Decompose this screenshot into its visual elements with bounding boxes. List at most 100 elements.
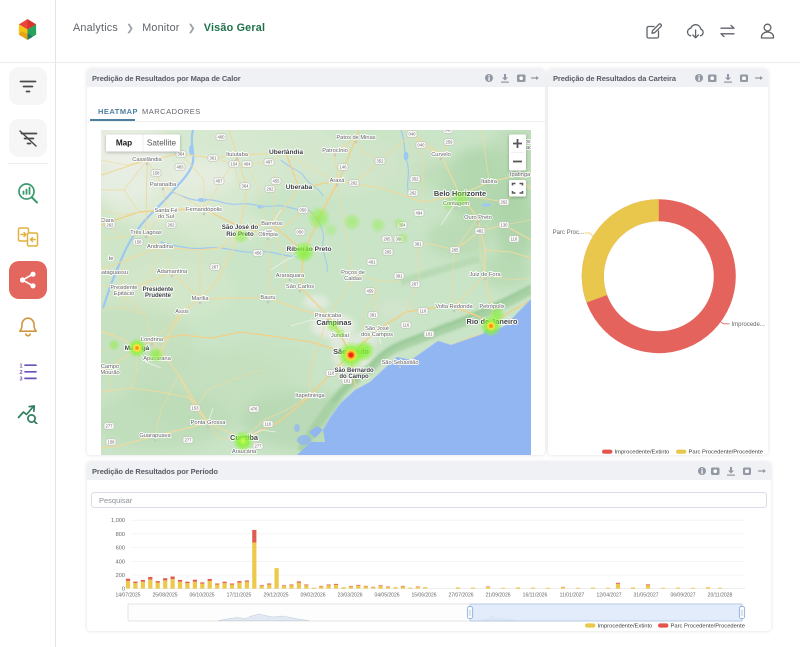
svg-text:29/12/2025: 29/12/2025 [263, 593, 288, 599]
svg-text:Improcedente/Extinto: Improcedente/Extinto [598, 624, 653, 630]
svg-text:262: 262 [501, 200, 509, 205]
svg-text:Patrocínio: Patrocínio [322, 148, 348, 154]
svg-text:381: 381 [415, 242, 423, 247]
svg-text:Paranaíba: Paranaíba [150, 182, 177, 188]
svg-text:Bataguassu: Bataguassu [101, 270, 128, 276]
svg-text:381: 381 [396, 274, 404, 279]
svg-text:Uberlândia: Uberlândia [269, 149, 303, 156]
svg-text:São José: São José [365, 326, 389, 332]
svg-text:Piracicaba: Piracicaba [315, 313, 342, 319]
svg-text:dos Campos: dos Campos [361, 332, 393, 338]
svg-text:Campo: Campo [101, 364, 119, 370]
svg-text:Ipatinga: Ipatinga [510, 172, 531, 178]
svg-text:31/05/2027: 31/05/2027 [633, 593, 658, 599]
svg-text:3: 3 [20, 377, 23, 382]
svg-text:06/09/2027: 06/09/2027 [670, 593, 695, 599]
svg-text:Andradina: Andradina [147, 244, 174, 250]
svg-text:20/11/2028: 20/11/2028 [708, 593, 733, 599]
svg-text:Parc Procedente/Procedente: Parc Procedente/Procedente [689, 450, 763, 455]
svg-text:267: 267 [212, 265, 220, 270]
svg-text:400: 400 [116, 559, 125, 565]
svg-text:116: 116 [420, 309, 427, 314]
svg-text:497: 497 [266, 160, 274, 165]
svg-text:262: 262 [410, 191, 418, 196]
svg-text:Mourão: Mourão [101, 370, 120, 376]
svg-text:te: te [109, 256, 114, 262]
svg-text:12/04/2027: 12/04/2027 [596, 593, 621, 599]
svg-text:0: 0 [122, 587, 125, 593]
svg-text:600: 600 [116, 546, 125, 552]
svg-text:116: 116 [265, 422, 272, 427]
svg-text:Juiz de Fora: Juiz de Fora [469, 272, 501, 278]
svg-text:Barretos: Barretos [261, 221, 283, 227]
svg-text:Araucária: Araucária [232, 449, 257, 455]
svg-text:Santa Fé: Santa Fé [154, 208, 177, 214]
svg-text:Adamantina: Adamantina [157, 269, 188, 275]
svg-text:262: 262 [267, 187, 275, 192]
svg-text:Marília: Marília [191, 296, 209, 302]
svg-text:Fernandópolis: Fernandópolis [186, 207, 222, 213]
svg-text:265: 265 [452, 248, 460, 253]
svg-text:Itabira: Itabira [481, 179, 498, 185]
svg-text:Poços de: Poços de [341, 270, 365, 276]
svg-text:04/05/2026: 04/05/2026 [374, 593, 399, 599]
svg-text:2: 2 [20, 370, 23, 376]
svg-text:277: 277 [185, 438, 193, 443]
svg-text:1,000: 1,000 [111, 518, 125, 524]
svg-text:200: 200 [116, 573, 125, 579]
svg-text:482: 482 [477, 229, 485, 234]
svg-text:21/09/2026: 21/09/2026 [485, 593, 510, 599]
svg-text:Ituiutaba: Ituiutaba [226, 152, 249, 158]
svg-text:14/07/2025: 14/07/2025 [115, 593, 140, 599]
svg-text:262: 262 [107, 223, 115, 228]
svg-text:352: 352 [412, 177, 420, 182]
svg-text:Três Lagoas: Três Lagoas [130, 230, 162, 236]
svg-text:1: 1 [20, 363, 23, 369]
svg-text:Presidente: Presidente [110, 285, 137, 291]
svg-text:158: 158 [135, 240, 143, 245]
svg-text:Bauru: Bauru [260, 295, 275, 301]
svg-text:Ouro Preto: Ouro Preto [464, 215, 492, 221]
svg-text:Prudente: Prudente [145, 293, 172, 299]
svg-text:101: 101 [426, 332, 434, 337]
svg-text:050: 050 [297, 230, 305, 235]
svg-text:146: 146 [340, 165, 348, 170]
svg-text:Cassilândia: Cassilândia [132, 157, 162, 163]
svg-text:11/01/2027: 11/01/2027 [560, 593, 585, 599]
svg-text:Londrina: Londrina [141, 337, 164, 343]
svg-text:267: 267 [412, 282, 420, 287]
svg-text:460: 460 [218, 135, 226, 140]
svg-text:Improcede...: Improcede... [732, 322, 766, 328]
svg-text:Assis: Assis [175, 309, 189, 315]
svg-text:São Carlos: São Carlos [286, 284, 314, 290]
svg-text:040: 040 [445, 130, 453, 133]
svg-text:Epitácio: Epitácio [114, 291, 134, 297]
svg-text:494: 494 [416, 211, 424, 216]
svg-text:Presidente: Presidente [143, 287, 174, 293]
svg-text:Ponta Grossa: Ponta Grossa [191, 420, 227, 426]
svg-text:São Bernardo: São Bernardo [334, 368, 374, 374]
svg-text:Parc Procedente/Procedente: Parc Procedente/Procedente [671, 624, 745, 630]
svg-text:130: 130 [501, 223, 509, 228]
svg-text:Improcedente/Extinto: Improcedente/Extinto [615, 450, 670, 455]
svg-text:277: 277 [255, 444, 263, 449]
svg-text:464: 464 [244, 162, 252, 167]
svg-text:456: 456 [255, 251, 263, 256]
svg-text:23/03/2026: 23/03/2026 [337, 593, 362, 599]
svg-text:do Sul: do Sul [158, 214, 174, 220]
svg-text:06/10/2025: 06/10/2025 [189, 593, 214, 599]
svg-text:459: 459 [367, 289, 375, 294]
svg-text:800: 800 [116, 532, 125, 538]
svg-text:262: 262 [168, 223, 176, 228]
svg-text:Araxá: Araxá [330, 178, 346, 184]
svg-text:Satellite: Satellite [147, 139, 177, 148]
svg-text:361: 361 [210, 156, 218, 161]
svg-text:Parc Proc...: Parc Proc... [553, 230, 585, 236]
svg-text:265: 265 [384, 237, 392, 242]
svg-text:364: 364 [178, 152, 186, 157]
svg-text:259: 259 [446, 140, 454, 145]
svg-text:040: 040 [409, 132, 417, 137]
svg-text:Patos de Minas: Patos de Minas [336, 135, 375, 141]
svg-text:Uberaba: Uberaba [286, 184, 313, 191]
svg-text:27/07/2026: 27/07/2026 [448, 593, 473, 599]
